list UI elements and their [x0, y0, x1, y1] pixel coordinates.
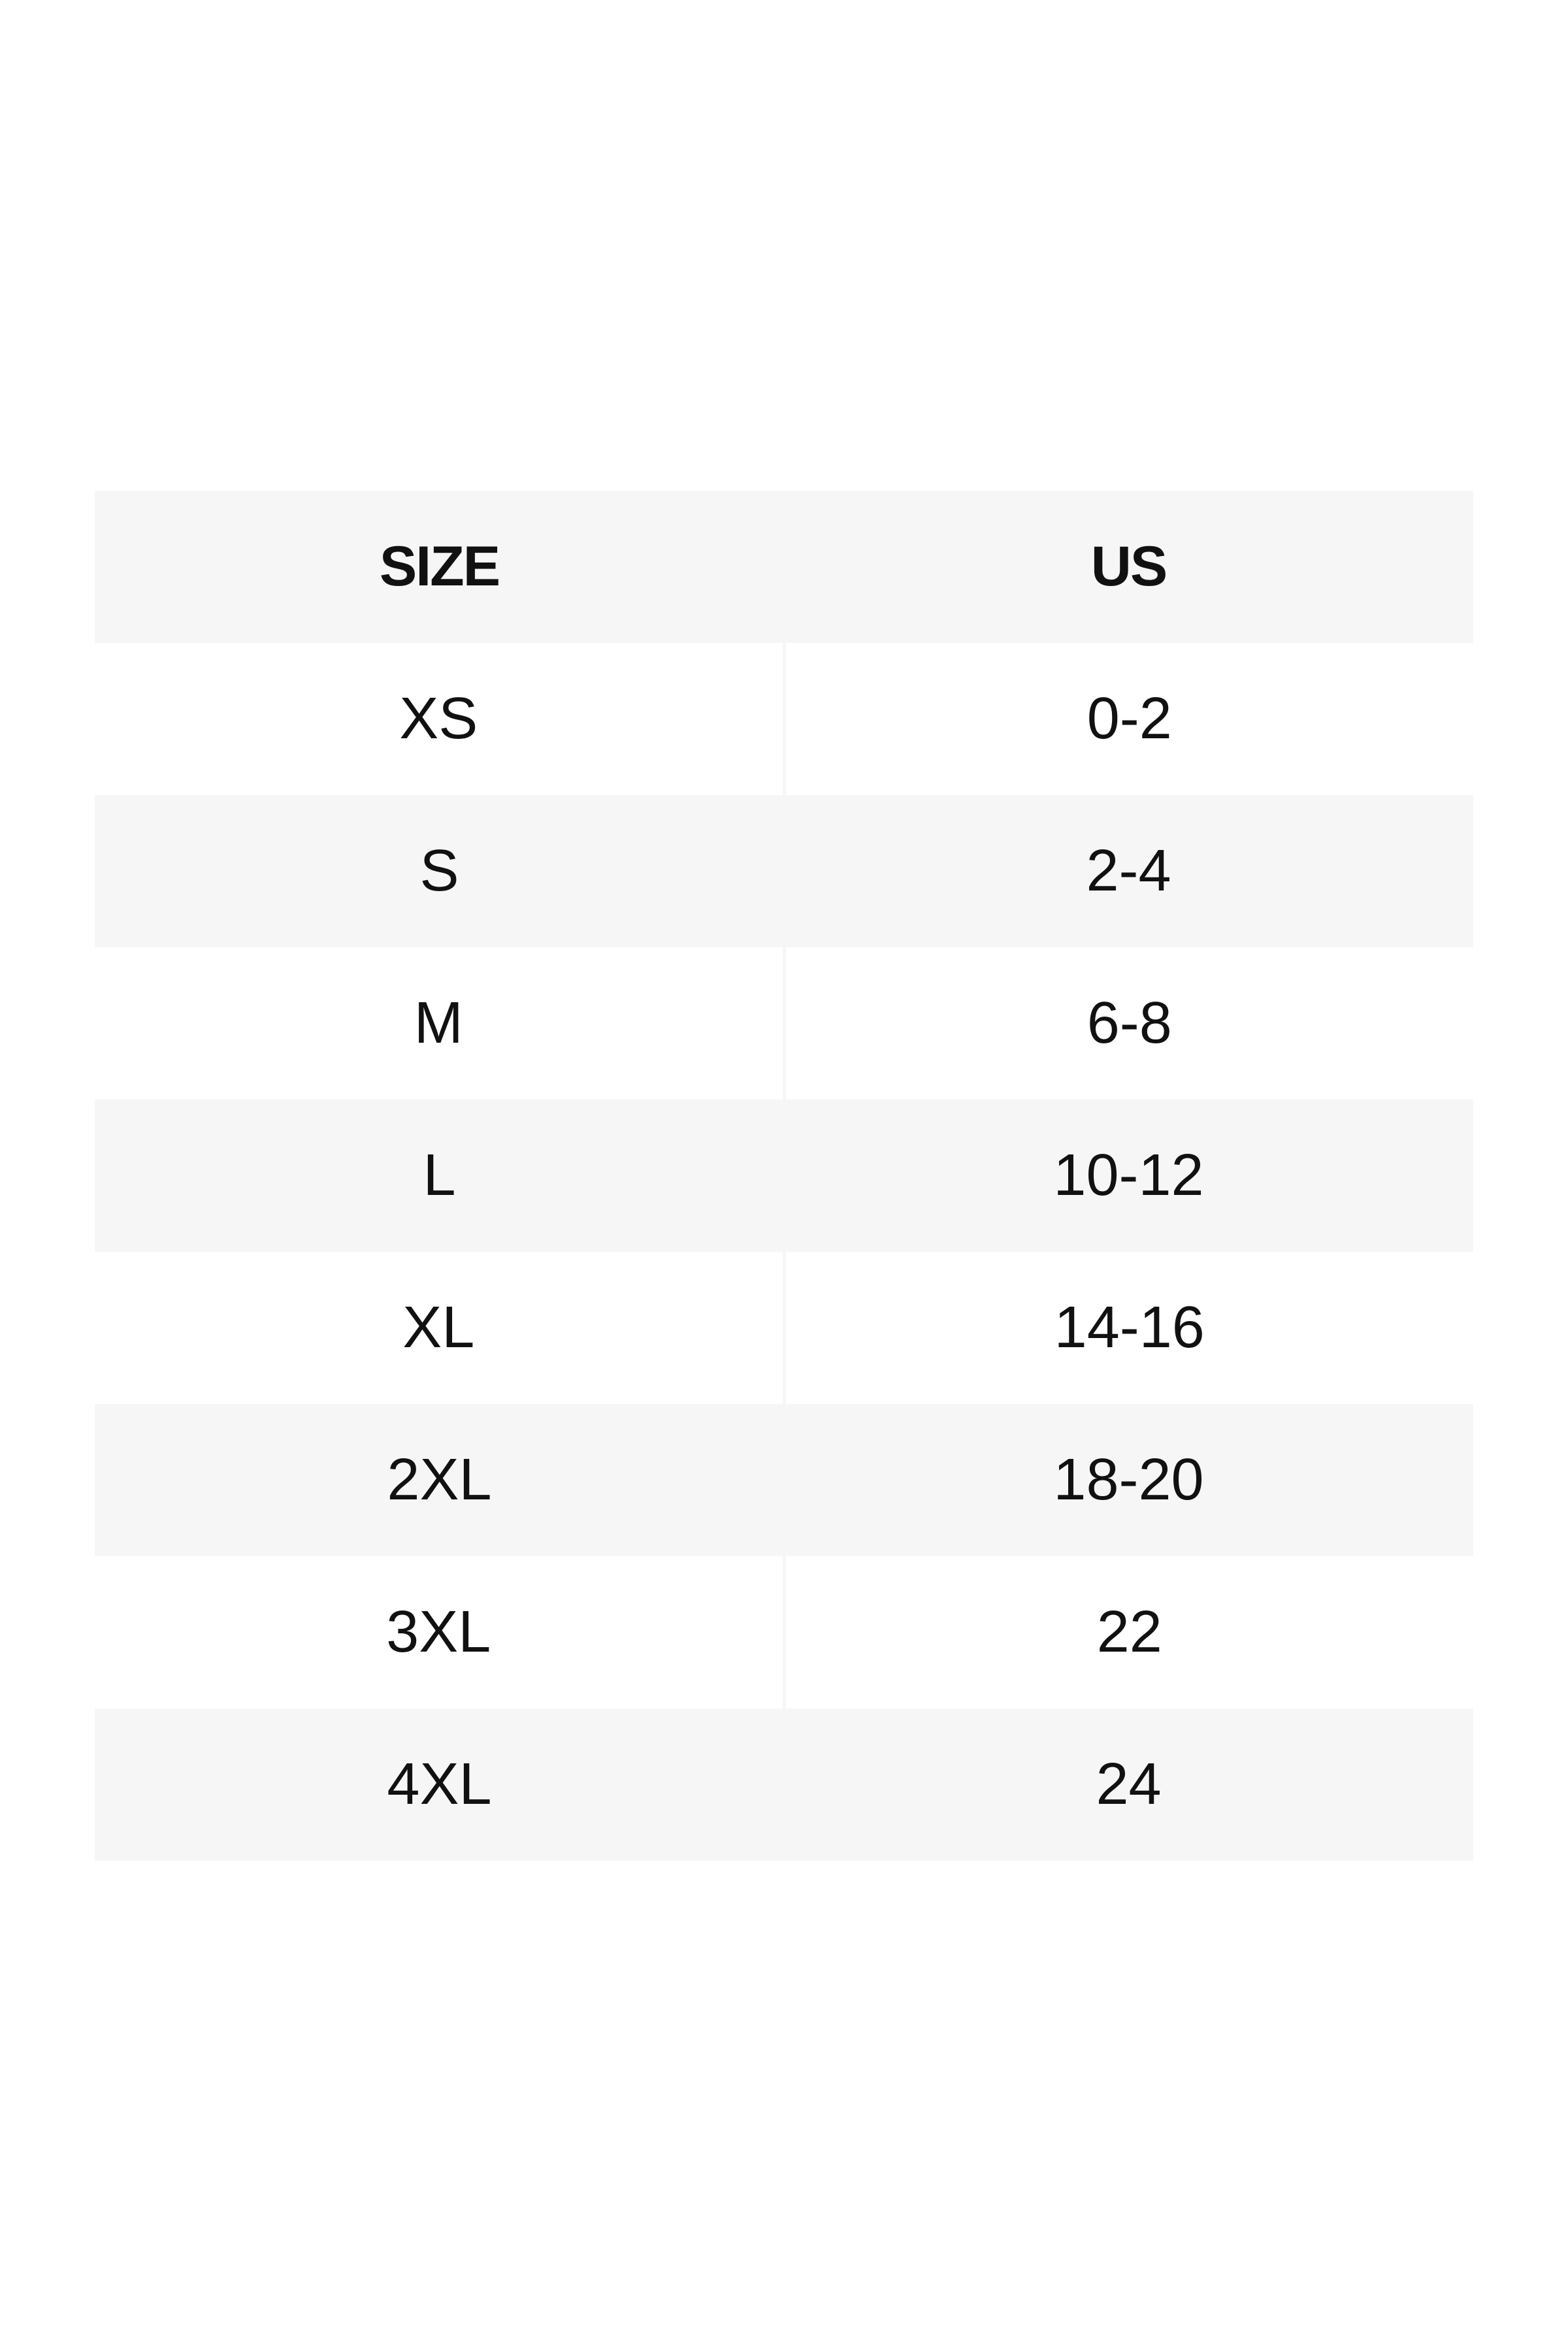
us-size-cell: 10-12 — [1053, 1143, 1204, 1208]
table-row: XS 0-2 — [95, 643, 1473, 795]
size-cell: XS — [95, 643, 786, 795]
us-size-cell: 2-4 — [1086, 838, 1171, 904]
header-us: US — [1090, 535, 1168, 598]
us-size-cell: 0-2 — [1086, 686, 1172, 751]
table-row: 3XL 22 — [95, 1556, 1473, 1708]
size-cell: 2XL — [387, 1447, 492, 1512]
size-cell: 3XL — [95, 1556, 786, 1708]
us-size-cell: 18-20 — [1053, 1447, 1204, 1512]
size-chart-table: SIZE US XS 0-2 S 2-4 M 6-8 L 10-12 XL 14-16 2XL 18-… — [95, 491, 1473, 1861]
table-row: 4XL 24 — [95, 1708, 1473, 1861]
size-cell: XL — [95, 1252, 786, 1404]
header-size: SIZE — [379, 535, 500, 598]
table-row: S 2-4 — [95, 795, 1473, 947]
table-row: M 6-8 — [95, 947, 1473, 1100]
table-row: L 10-12 — [95, 1100, 1473, 1252]
us-size-cell: 14-16 — [1054, 1295, 1205, 1360]
size-cell: L — [423, 1143, 456, 1208]
us-size-cell: 24 — [1096, 1752, 1162, 1817]
table-row: 2XL 18-20 — [95, 1404, 1473, 1556]
table-row: XL 14-16 — [95, 1252, 1473, 1404]
table-header: SIZE US — [95, 491, 1473, 643]
us-size-cell: 22 — [1096, 1599, 1162, 1665]
size-cell: S — [419, 838, 459, 904]
us-size-cell: 6-8 — [1086, 990, 1172, 1056]
size-cell: 4XL — [387, 1752, 492, 1817]
size-cell: M — [95, 947, 786, 1100]
